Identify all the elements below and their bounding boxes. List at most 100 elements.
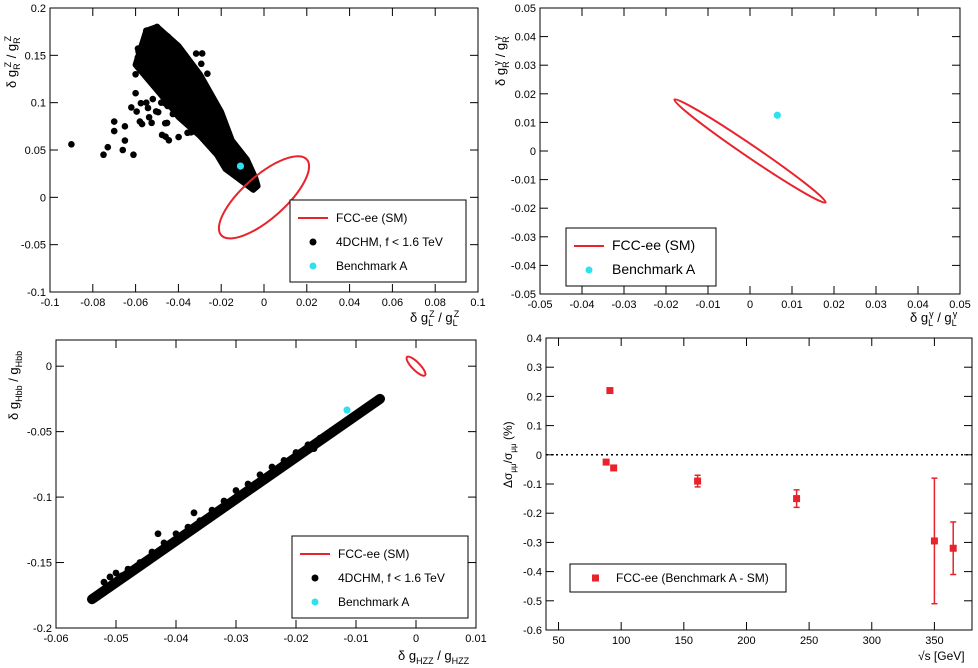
x-tick-label: -0.05 xyxy=(103,633,128,645)
data-point xyxy=(606,387,614,395)
scan-point xyxy=(310,445,318,453)
scan-point xyxy=(250,484,258,492)
fcc-ee-contour xyxy=(217,155,311,240)
scan-point xyxy=(205,127,212,134)
scan-point xyxy=(134,45,142,52)
fcc-ee-contour xyxy=(673,98,827,204)
x-tick-label: 0 xyxy=(747,299,753,311)
scan-point xyxy=(100,151,107,159)
x-tick-label: 0.01 xyxy=(781,299,802,311)
scan-point xyxy=(232,487,240,494)
scan-point xyxy=(159,89,167,97)
scan-point xyxy=(187,129,195,136)
y-tick-label: 0.03 xyxy=(515,60,536,72)
scan-point xyxy=(146,58,154,65)
axis-ticks: -0.1 -0.08 -0.06 -0.04 -0.02 0 0.02 0.04 0.06 0.0… xyxy=(21,3,486,309)
scan-point xyxy=(268,463,276,471)
x-tick-label: -0.1 xyxy=(41,297,60,309)
y-tick-label: -0.3 xyxy=(523,537,542,549)
legend-label: Benchmark A xyxy=(338,595,409,609)
scan-point xyxy=(163,119,171,127)
benchmark-point xyxy=(773,111,781,119)
x-axis-label: δ gLγ / gLγ xyxy=(910,309,958,328)
x-tick-label: -0.06 xyxy=(123,297,148,309)
x-tick-label: -0.02 xyxy=(209,297,234,309)
scan-point xyxy=(203,107,211,115)
scan-point xyxy=(136,559,144,566)
y-tick-label: 0.1 xyxy=(527,421,542,433)
scan-point xyxy=(138,120,146,128)
legend-label: FCC-ee (SM) xyxy=(338,547,409,561)
scan-point xyxy=(175,47,182,54)
x-axis-label: √s [GeV] xyxy=(918,649,965,663)
scan-point xyxy=(198,50,206,57)
scan-point xyxy=(128,104,135,111)
scan-point xyxy=(153,80,161,88)
scan-point xyxy=(196,517,204,525)
x-tick-label: 0.05 xyxy=(949,299,970,311)
scan-point xyxy=(208,506,216,514)
legend: FCC-ee (SM) 4DCHM, f < 1.6 TeV Benchmark A xyxy=(289,199,467,283)
benchmark-point xyxy=(343,406,351,414)
x-tick-label: -0.04 xyxy=(166,297,191,309)
x-tick-label: 150 xyxy=(675,635,693,647)
legend-label: FCC-ee (SM) xyxy=(336,211,407,225)
scan-point xyxy=(137,99,145,107)
benchmark-point xyxy=(236,162,245,170)
scan-point xyxy=(170,45,177,52)
scan-point xyxy=(364,403,372,411)
scan-point xyxy=(164,33,171,40)
scan-point xyxy=(137,66,145,74)
legend-swatch xyxy=(311,574,319,582)
scan-point xyxy=(153,23,161,31)
y-tick-label: -0.15 xyxy=(27,558,52,570)
y-tick-label: -0.2 xyxy=(33,623,52,635)
scan-point xyxy=(104,143,112,151)
x-tick-label: 0.04 xyxy=(339,297,360,309)
scan-point xyxy=(100,578,108,586)
scan-point xyxy=(204,70,211,77)
y-axis-label: δ gHbb / gHbb xyxy=(6,351,24,420)
scan-point xyxy=(280,457,288,464)
scan-point xyxy=(149,37,157,45)
scan-point xyxy=(148,69,156,76)
scan-point xyxy=(184,523,192,531)
scan-point xyxy=(148,51,156,59)
legend-swatch xyxy=(309,262,317,270)
scan-point xyxy=(68,141,75,148)
scan-point xyxy=(132,89,139,97)
data-point xyxy=(602,458,610,466)
scan-point xyxy=(207,102,214,110)
x-tick-label: 100 xyxy=(612,635,630,647)
x-tick-label: 0.03 xyxy=(865,299,886,311)
x-tick-label: -0.02 xyxy=(283,633,308,645)
x-axis-label: δ gHZZ / gHZZ xyxy=(398,648,470,666)
scan-point xyxy=(162,72,169,79)
x-axis-label: δ gLZ / gLZ xyxy=(410,309,460,328)
scan-point xyxy=(340,419,348,426)
x-tick-label: 300 xyxy=(863,635,881,647)
scan-point xyxy=(110,127,118,135)
x-tick-label: 350 xyxy=(925,635,943,647)
chart-marks xyxy=(343,355,427,414)
data-point xyxy=(610,464,618,472)
scan-point xyxy=(200,124,207,131)
scan-point xyxy=(161,95,168,102)
panel-higgscoupling: -0.06 -0.05 -0.04 -0.03 -0.02 -0.01 0 0.01 -0.2 -… xyxy=(6,339,487,666)
y-tick-label: 0.05 xyxy=(515,3,536,15)
y-tick-label: -0.01 xyxy=(511,175,536,187)
legend-box xyxy=(565,227,717,287)
x-tick-label: 0.04 xyxy=(907,299,928,311)
data-band xyxy=(87,393,385,605)
legend: FCC-ee (Benchmark A - SM) xyxy=(569,563,787,593)
scan-point xyxy=(172,530,180,538)
x-tick-label: -0.03 xyxy=(611,299,636,311)
scan-point xyxy=(195,116,203,124)
scan-point xyxy=(149,95,157,103)
scan-point xyxy=(121,137,129,144)
legend-label: FCC-ee (Benchmark A - SM) xyxy=(616,571,769,585)
y-tick-label: 0 xyxy=(46,361,52,373)
x-tick-label: -0.02 xyxy=(653,299,678,311)
scan-point xyxy=(162,59,170,66)
y-tick-label: 0 xyxy=(530,146,536,158)
